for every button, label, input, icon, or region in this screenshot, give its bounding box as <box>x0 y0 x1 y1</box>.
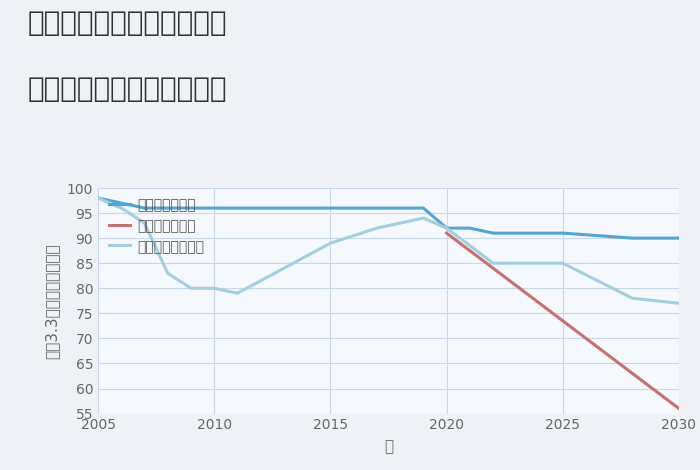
グッドシナリオ <box>164 205 172 211</box>
ノーマルシナリオ <box>372 225 381 231</box>
グッドシナリオ <box>117 200 125 206</box>
ノーマルシナリオ <box>94 195 102 201</box>
グッドシナリオ <box>512 230 521 236</box>
ノーマルシナリオ <box>419 215 428 221</box>
バッドシナリオ <box>675 406 683 411</box>
ノーマルシナリオ <box>442 225 451 231</box>
ノーマルシナリオ <box>559 260 567 266</box>
グッドシナリオ <box>466 225 474 231</box>
グッドシナリオ <box>210 205 218 211</box>
グッドシナリオ <box>187 205 195 211</box>
Line: ノーマルシナリオ: ノーマルシナリオ <box>98 198 679 303</box>
ノーマルシナリオ <box>233 290 242 296</box>
ノーマルシナリオ <box>489 260 497 266</box>
グッドシナリオ <box>536 230 544 236</box>
ノーマルシナリオ <box>164 270 172 276</box>
ノーマルシナリオ <box>326 240 335 246</box>
ノーマルシナリオ <box>210 285 218 291</box>
グッドシナリオ <box>396 205 405 211</box>
バッドシナリオ <box>442 230 451 236</box>
グッドシナリオ <box>140 205 148 211</box>
ノーマルシナリオ <box>675 300 683 306</box>
ノーマルシナリオ <box>187 285 195 291</box>
グッドシナリオ <box>629 235 637 241</box>
Line: バッドシナリオ: バッドシナリオ <box>447 233 679 408</box>
グッドシナリオ <box>675 235 683 241</box>
Text: 中古マンションの価格推移: 中古マンションの価格推移 <box>28 75 228 103</box>
グッドシナリオ <box>372 205 381 211</box>
X-axis label: 年: 年 <box>384 439 393 454</box>
グッドシナリオ <box>233 205 242 211</box>
ノーマルシナリオ <box>629 296 637 301</box>
Legend: グッドシナリオ, バッドシナリオ, ノーマルシナリオ: グッドシナリオ, バッドシナリオ, ノーマルシナリオ <box>104 193 210 259</box>
グッドシナリオ <box>94 195 102 201</box>
グッドシナリオ <box>559 230 567 236</box>
ノーマルシナリオ <box>140 220 148 226</box>
ノーマルシナリオ <box>117 205 125 211</box>
グッドシナリオ <box>419 205 428 211</box>
グッドシナリオ <box>489 230 497 236</box>
Y-axis label: 坪（3.3㎡）単価（万円）: 坪（3.3㎡）単価（万円） <box>45 243 60 359</box>
ノーマルシナリオ <box>396 220 405 226</box>
グッドシナリオ <box>326 205 335 211</box>
Text: 奈良県吉野郡下市町才谷の: 奈良県吉野郡下市町才谷の <box>28 9 228 38</box>
Line: グッドシナリオ: グッドシナリオ <box>98 198 679 238</box>
グッドシナリオ <box>442 225 451 231</box>
